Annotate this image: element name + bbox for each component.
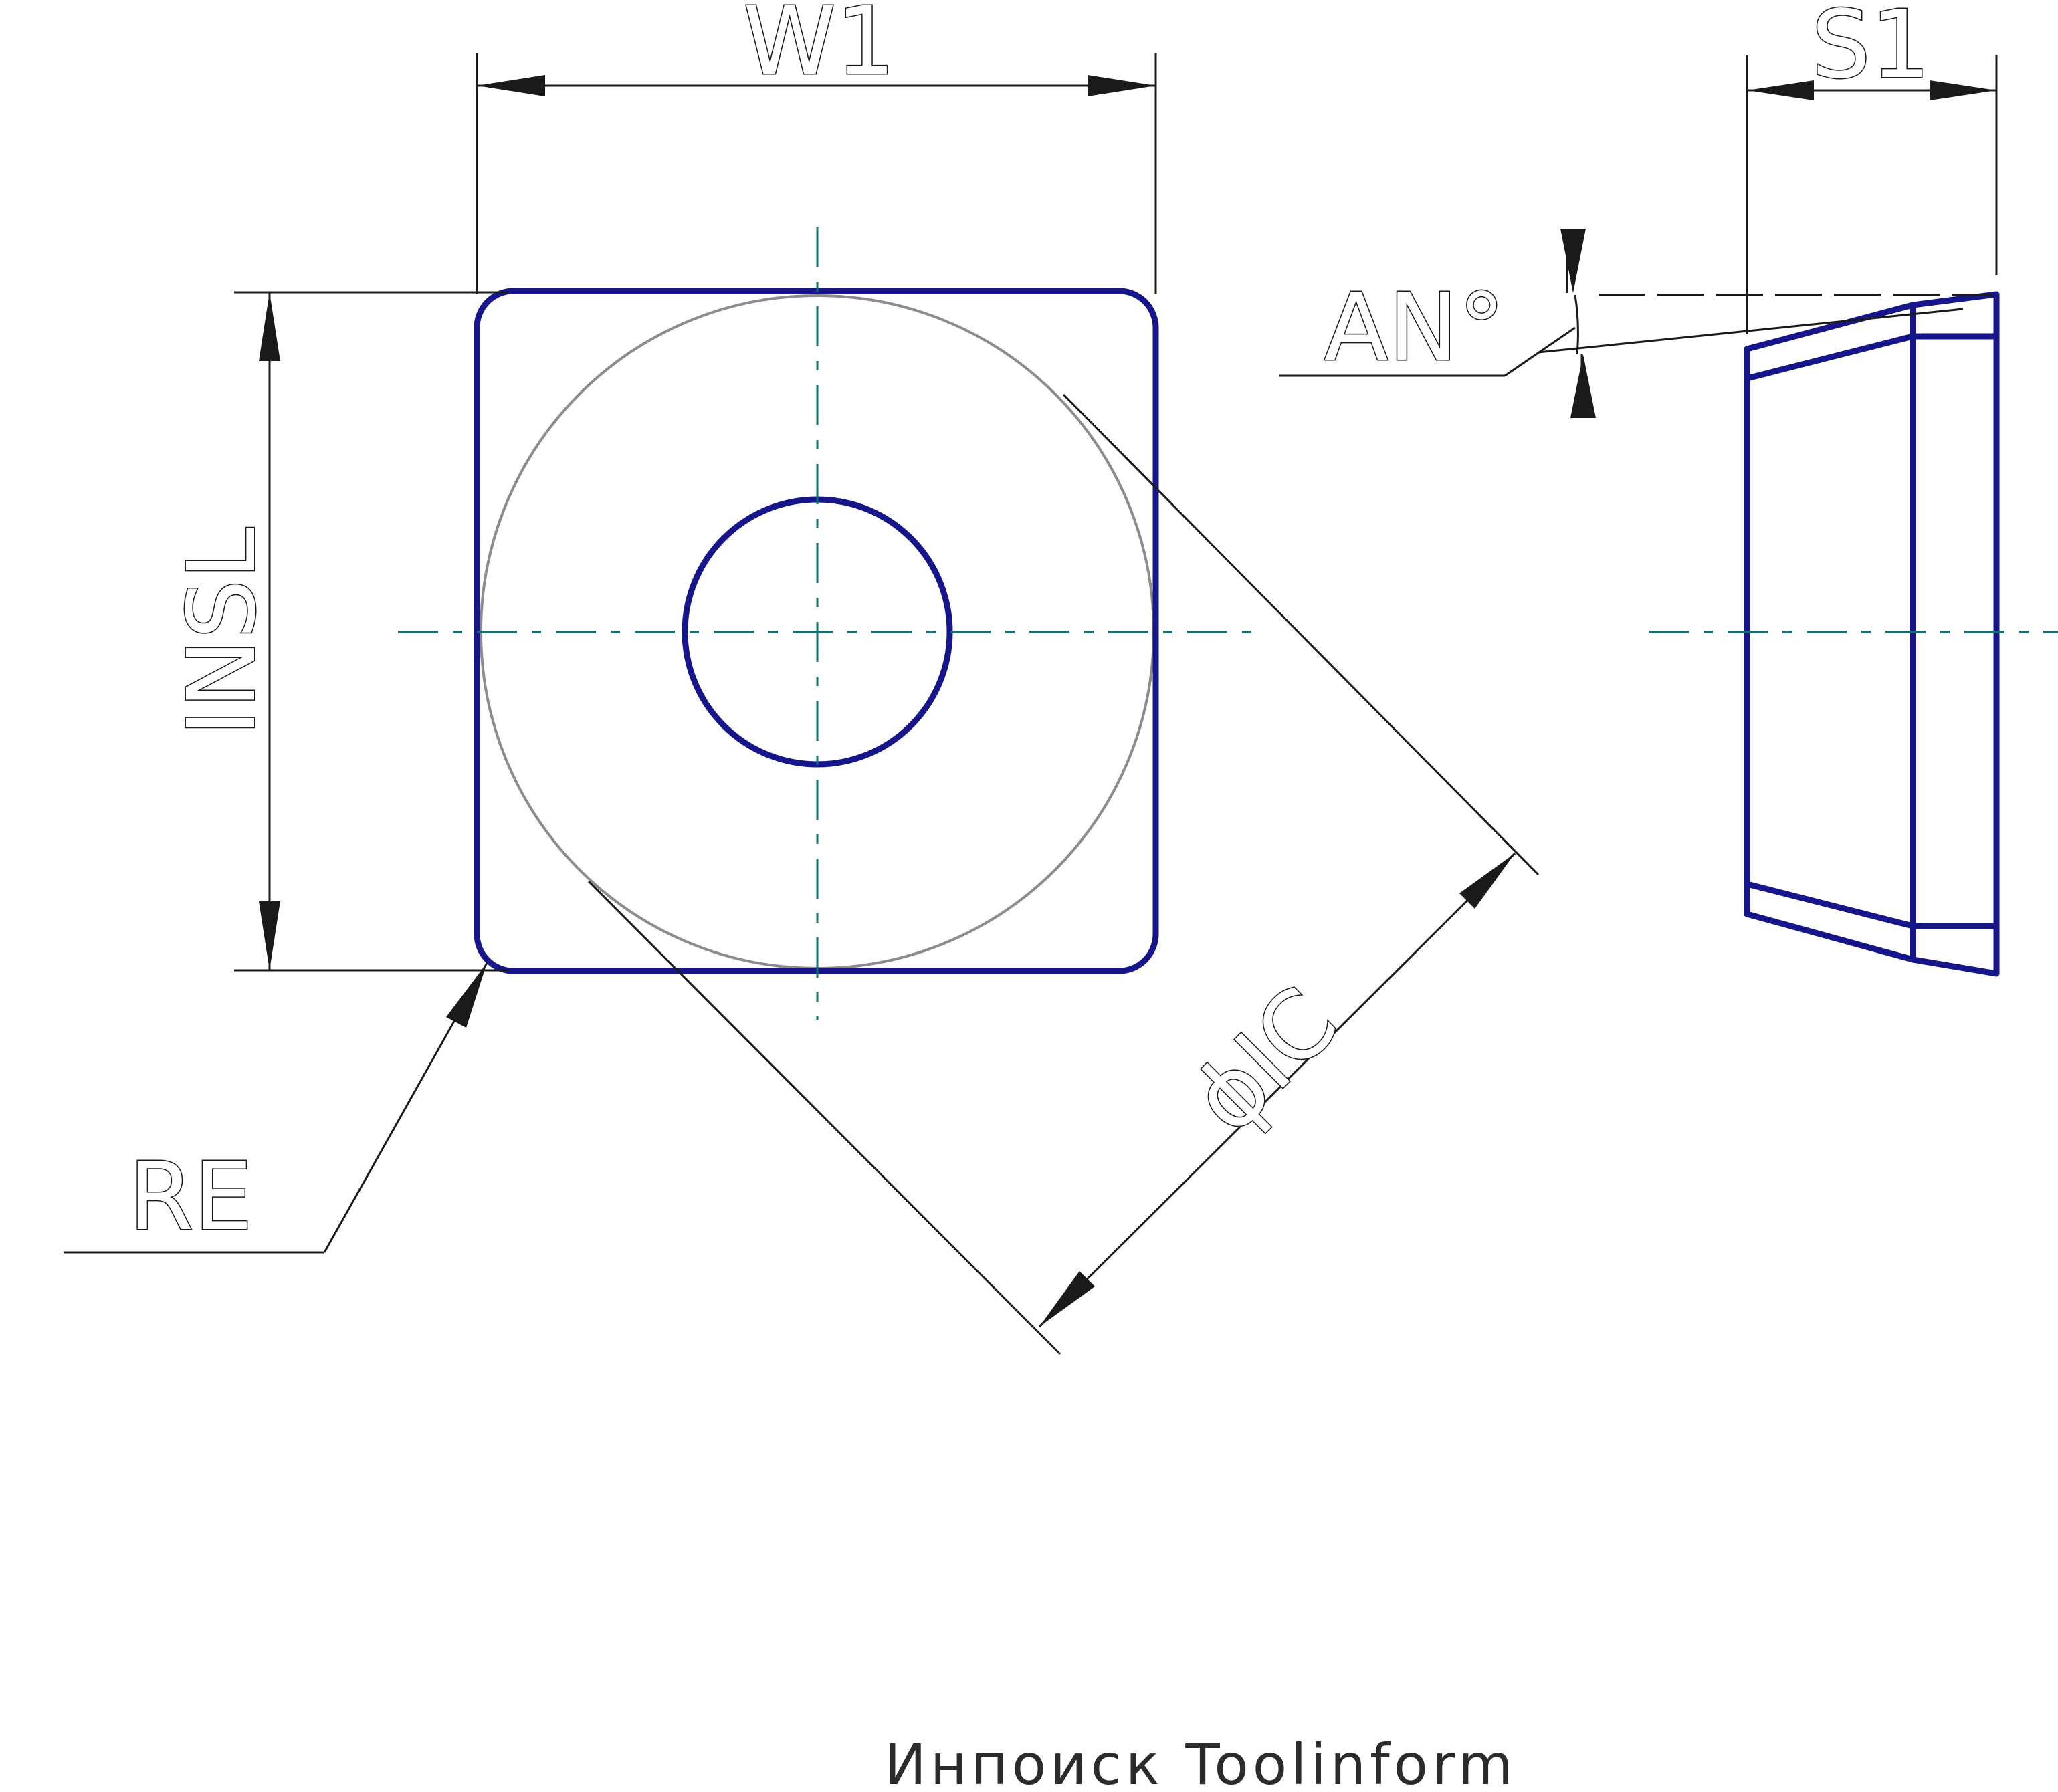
w1-arrow-right [1088,75,1156,96]
w1-arrow-left [477,75,545,96]
w1-label: W1 [743,0,896,96]
insl-arrow-bottom [259,901,280,970]
an-arrow-bottom [1570,354,1596,418]
side-view [1649,291,2058,977]
insl-arrow-top [259,292,280,361]
an-arc [1574,294,1579,355]
insl-label: INSL [168,528,277,737]
s1-arrow-left [1747,80,1814,100]
side-chamfer-top [1746,333,1914,382]
an-slope-line [1538,308,1964,354]
an-arrow-top [1560,229,1586,293]
side-chamfer-bottom [1746,881,1914,929]
ic-label: ϕIC [1172,968,1358,1154]
ic-dimension-line [1038,852,1516,1328]
ic-extension-lower [587,880,1061,1355]
dimension-lines [64,53,1998,1355]
re-arrow [446,963,487,1028]
an-leader-diagonal [1504,326,1576,377]
s1-arrow-right [1930,80,1996,100]
ic-arrow-upper [1459,853,1515,909]
side-profile [1744,291,2000,977]
s1-label: S1 [1811,0,1930,100]
an-label: AN° [1324,273,1506,382]
ic-extension-upper [1062,393,1540,876]
ic-arrow-lower [1039,1271,1095,1327]
re-label: RE [128,1143,253,1252]
front-view [398,227,1254,1020]
watermark-text: Инпоиск Toolinform [884,1732,1517,1792]
arrowheads [259,75,1996,1327]
